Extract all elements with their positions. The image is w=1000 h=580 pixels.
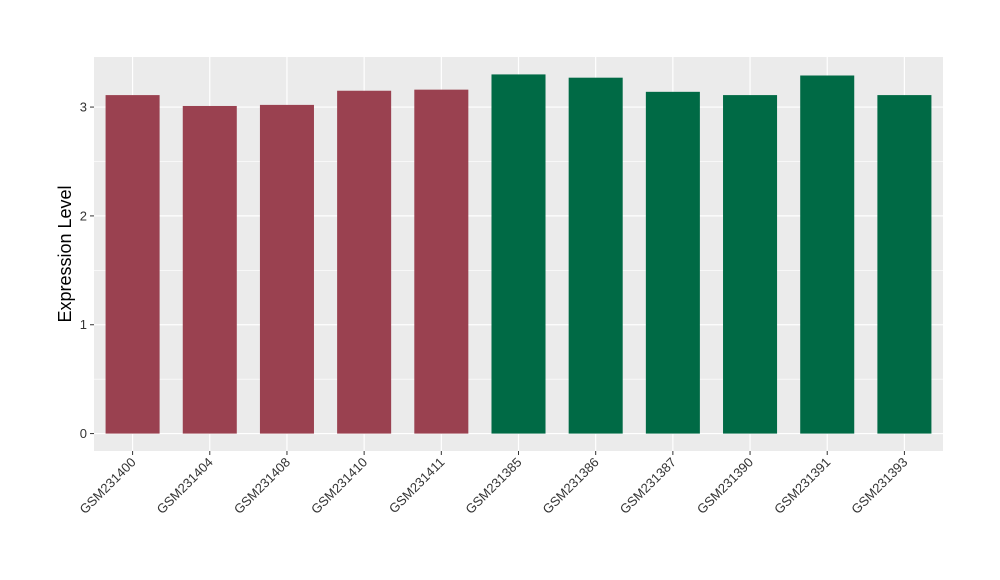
y-tick-label: 1 — [80, 317, 87, 332]
bar — [105, 95, 160, 434]
x-tick-label: GSM231387 — [617, 455, 679, 517]
y-tick-label: 2 — [80, 208, 87, 223]
x-tick-label: GSM231400 — [76, 455, 138, 517]
x-axis: GSM231400 GSM231404 GSM231408 GSM231410 GSM2… — [76, 451, 911, 517]
x-tick-label: GSM231393 — [848, 455, 910, 517]
bar — [259, 104, 314, 434]
bar — [182, 105, 237, 434]
x-tick-label: GSM231385 — [462, 455, 524, 517]
bar — [723, 95, 778, 434]
bar — [491, 74, 546, 434]
y-axis: 0 1 2 3 — [80, 100, 94, 441]
bars — [105, 74, 932, 434]
x-tick-label: GSM231410 — [308, 455, 370, 517]
bar — [800, 75, 855, 434]
bar — [877, 95, 932, 434]
y-axis-title: Expression Level — [55, 185, 75, 322]
x-tick-label: GSM231404 — [154, 455, 216, 517]
bar — [645, 91, 700, 434]
x-tick-label: GSM231411 — [386, 455, 448, 517]
y-tick-label: 0 — [80, 426, 87, 441]
x-tick-label: GSM231390 — [694, 455, 756, 517]
x-tick-label: GSM231386 — [540, 455, 602, 517]
y-tick-label: 3 — [80, 100, 87, 115]
bar — [414, 89, 469, 434]
bar — [337, 90, 392, 434]
bar — [568, 77, 623, 434]
x-tick-label: GSM231391 — [771, 455, 833, 517]
x-tick-label: GSM231408 — [231, 455, 293, 517]
